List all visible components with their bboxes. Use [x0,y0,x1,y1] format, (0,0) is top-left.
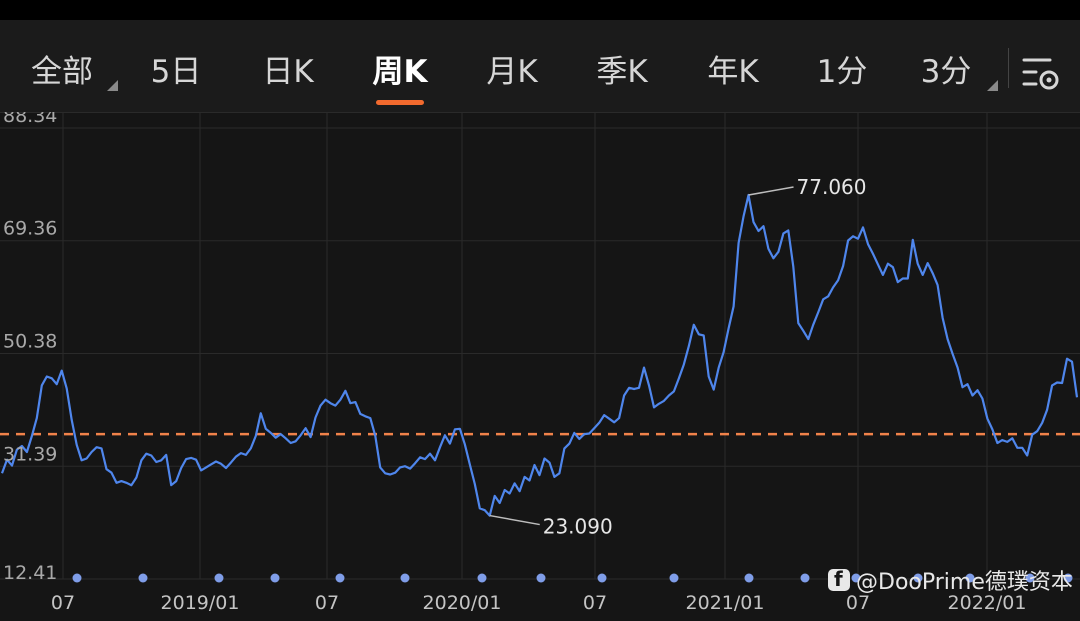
tab-yearly-k[interactable]: 年K [707,54,759,90]
event-marker-dot [270,573,280,583]
facebook-icon: f [828,567,850,591]
status-bar [0,0,1080,20]
dropdown-triangle-icon [987,80,998,91]
x-tick-label: 2019/01 [161,592,240,614]
tab-quarterly-k[interactable]: 季K [596,54,648,90]
x-tick-label: 2022/01 [948,592,1027,614]
weekly-price-chart[interactable]: 77.060 23.090 88.34 69.36 50.38 31.39 12.41 0… [0,112,1080,621]
event-marker-dot [1063,573,1073,583]
tab-divider [1008,48,1009,88]
low-value-label: 23.090 [543,515,613,539]
period-tab-bar: 全部 5日 日K 周K 月K 季K 年K 1分 3分 [0,20,1080,113]
y-tick-label: 69.36 [3,218,57,240]
price-series-layer [0,193,1079,517]
event-marker-layer [72,573,1073,583]
tab-all[interactable]: 全部 [31,54,93,90]
event-marker-dot [800,573,810,583]
active-tab-indicator [376,100,424,105]
tab-daily-k[interactable]: 日K [262,54,314,90]
y-tick-label: 88.34 [3,112,57,127]
tab-monthly-k[interactable]: 月K [486,54,538,90]
chart-settings-icon[interactable] [1020,50,1064,94]
event-marker-dot [851,573,861,583]
x-tick-label: 07 [51,592,75,614]
y-tick-label: 50.38 [3,330,57,352]
event-marker-dot [335,573,345,583]
chart-grid [0,112,1080,580]
high-value-label: 77.060 [797,175,867,199]
annotation-layer: 77.060 23.090 [489,175,867,539]
event-marker-dot [744,573,754,583]
watermark: f @DooPrime德璞资本 [828,565,1073,595]
watermark-text: @DooPrime德璞资本 [856,570,1073,595]
event-marker-dot [536,573,546,583]
x-tick-label: 07 [846,592,870,614]
event-marker-dot [669,573,679,583]
tab-5day[interactable]: 5日 [150,54,202,90]
x-tick-label: 07 [583,592,607,614]
tab-weekly-k[interactable]: 周K [372,54,428,90]
dropdown-triangle-icon [107,80,118,91]
x-tick-label: 2020/01 [423,592,502,614]
price-line [0,193,1079,517]
event-marker-dot [477,573,487,583]
tab-1min[interactable]: 1分 [816,54,868,90]
event-marker-dot [965,573,975,583]
y-tick-label: 31.39 [3,443,57,465]
y-tick-label: 12.41 [3,562,57,584]
x-tick-label: 2021/01 [686,592,765,614]
event-marker-dot [72,573,82,583]
y-axis: 88.34 69.36 50.38 31.39 12.41 [3,112,57,584]
event-marker-dot [400,573,410,583]
x-axis: 07 2019/01 07 2020/01 07 2021/01 07 2022/01 [51,592,1027,614]
event-marker-dot [913,573,923,583]
annotation-leader [748,186,794,196]
event-marker-dot [138,573,148,583]
tab-3min[interactable]: 3分 [920,54,972,90]
event-marker-dot [1025,573,1035,583]
x-tick-label: 07 [315,592,339,614]
event-marker-dot [597,573,607,583]
annotation-leader [489,514,540,526]
event-marker-dot [214,573,224,583]
